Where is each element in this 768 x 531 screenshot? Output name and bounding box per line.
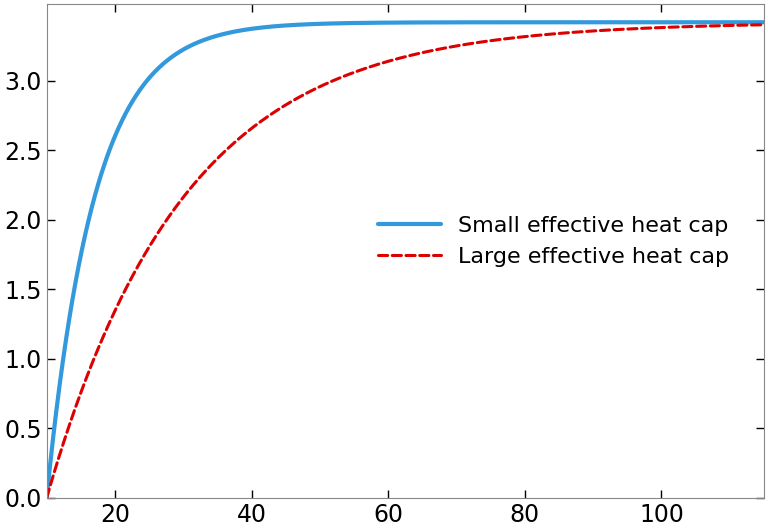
- Line: Large effective heat cap: Large effective heat cap: [47, 25, 764, 498]
- Small effective heat cap: [42, 495, 51, 501]
- Small effective heat cap: [738, 19, 747, 25]
- Large effective heat cap: [78, 383, 88, 389]
- Large effective heat cap: [738, 22, 747, 28]
- Large effective heat cap: [372, 62, 381, 68]
- Large effective heat cap: [391, 56, 400, 63]
- Small effective heat cap: [391, 20, 400, 26]
- Large effective heat cap: [760, 22, 768, 28]
- Small effective heat cap: [372, 20, 381, 26]
- Small effective heat cap: [738, 19, 747, 25]
- Small effective heat cap: [760, 19, 768, 25]
- Large effective heat cap: [42, 495, 51, 501]
- Small effective heat cap: [607, 19, 616, 25]
- Large effective heat cap: [738, 22, 747, 28]
- Line: Small effective heat cap: Small effective heat cap: [47, 22, 764, 498]
- Large effective heat cap: [607, 27, 616, 33]
- Small effective heat cap: [78, 241, 88, 247]
- Legend: Small effective heat cap, Large effective heat cap: Small effective heat cap, Large effectiv…: [369, 207, 738, 276]
